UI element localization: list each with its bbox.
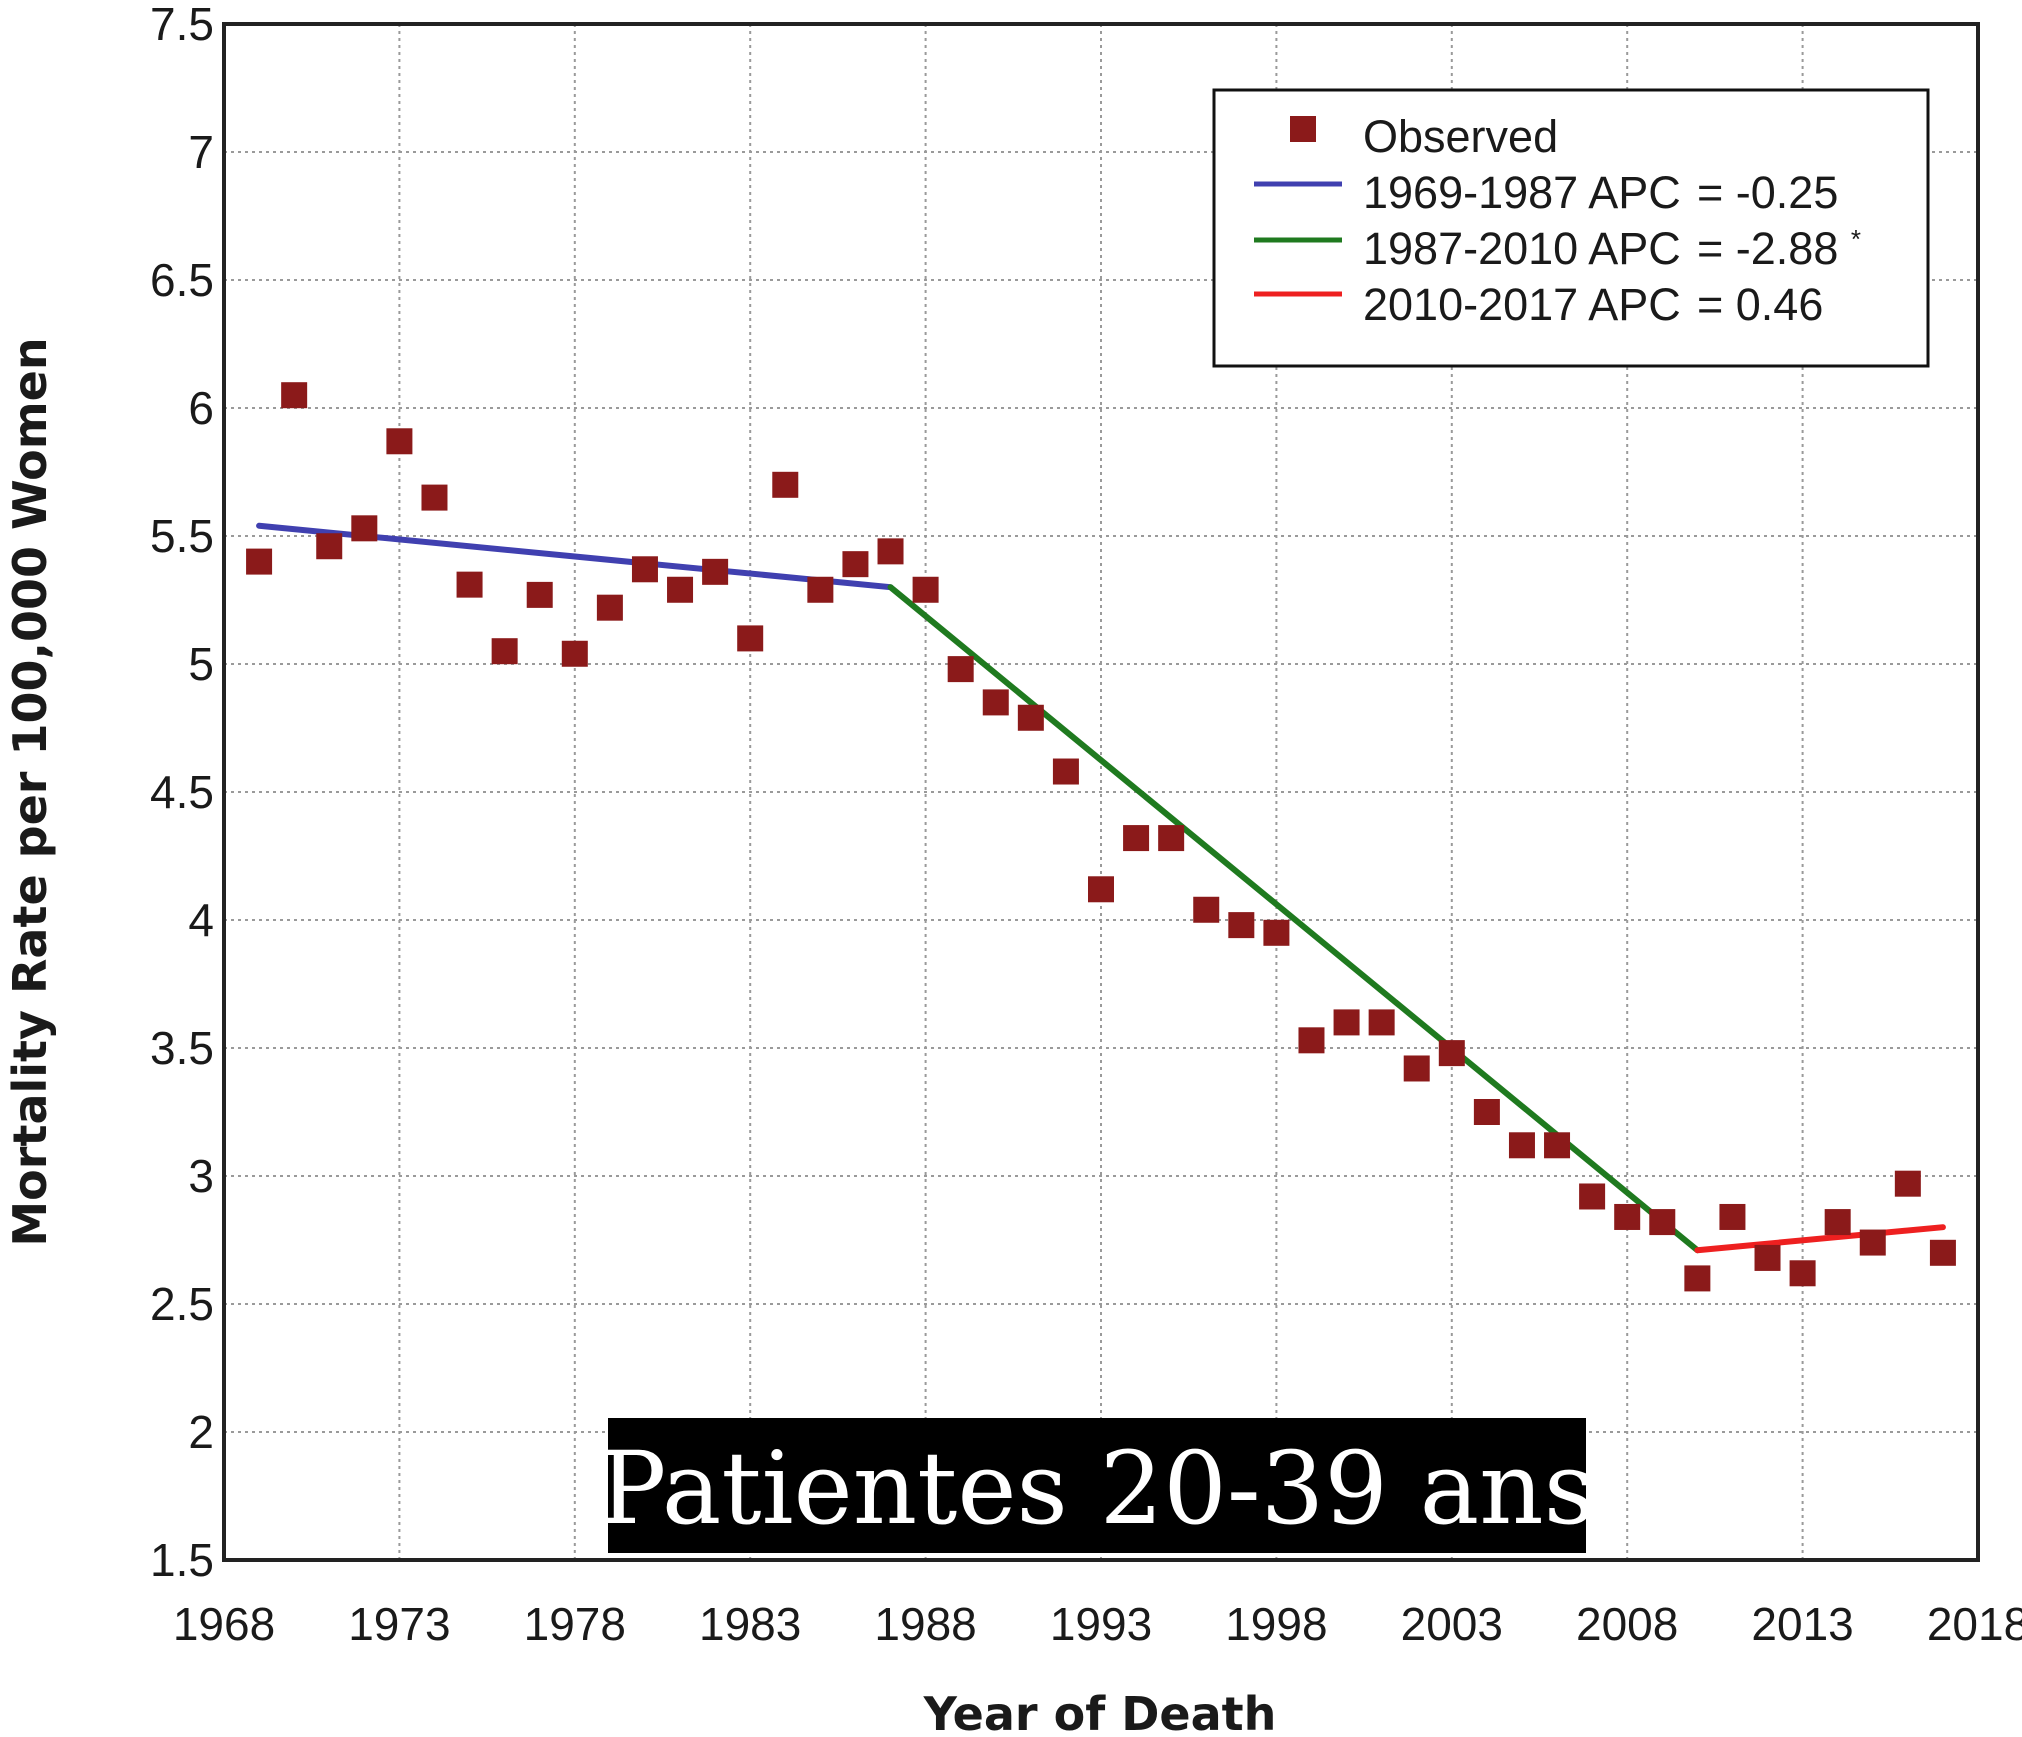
observed-point	[1894, 1170, 1921, 1197]
observed-point	[1473, 1099, 1500, 1125]
observed-point	[386, 428, 413, 455]
observed-point	[1368, 1009, 1395, 1036]
y-tick-label: 3.5	[150, 1022, 214, 1074]
observed-point	[561, 640, 588, 667]
x-tick-label: 2018	[1927, 1598, 2022, 1650]
observed-point	[1719, 1203, 1746, 1230]
x-axis-ticks: 1968 1973 1978 1983 1988 1993 1998 2003 2008 2013…	[173, 1598, 2022, 1650]
y-tick-label: 3	[188, 1150, 214, 1202]
observed-point	[351, 515, 378, 542]
y-tick-label: 4	[188, 894, 214, 946]
observed-point	[1017, 704, 1044, 731]
observed-point	[491, 638, 518, 665]
y-axis-title: Mortality Rate per 100,000 Women	[3, 337, 57, 1246]
observed-point	[1929, 1239, 1956, 1266]
observed-point	[1614, 1203, 1641, 1230]
x-tick-label: 1998	[1225, 1598, 1327, 1650]
observed-point	[1193, 896, 1220, 923]
x-tick-label: 1968	[173, 1598, 275, 1650]
x-tick-label: 2003	[1401, 1598, 1503, 1650]
observed-point	[702, 558, 729, 585]
legend-segment-label-2010-2017: 2010-2017 APC = 0.46	[1363, 279, 1823, 330]
observed-point	[1298, 1027, 1325, 1054]
x-tick-label: 1973	[348, 1598, 450, 1650]
observed-point	[947, 656, 974, 683]
observed-point	[982, 689, 1009, 716]
legend-segment-name-2010-2017: 2010-2017 APC	[1363, 279, 1681, 330]
observed-point	[1158, 825, 1185, 852]
observed-point	[1544, 1132, 1571, 1159]
observed-point	[1088, 876, 1114, 903]
y-tick-label: 5	[188, 638, 214, 690]
observed-point	[1052, 758, 1079, 785]
observed-point	[1754, 1244, 1781, 1271]
observed-point	[807, 576, 834, 603]
overlay-label-background	[608, 1418, 1586, 1553]
observed-point	[912, 576, 939, 603]
plot-area-frame	[222, 22, 1980, 1562]
observed-point	[1649, 1209, 1676, 1236]
y-tick-label: 7	[188, 126, 214, 178]
overlay-label-text: Patientes 20-39 ans	[599, 1430, 1595, 1547]
legend-segment-label-1969-1987: 1969-1987 APC = -0.25	[1363, 167, 1838, 218]
x-tick-label: 1993	[1050, 1598, 1152, 1650]
y-tick-label: 6	[188, 382, 214, 434]
observed-point	[1859, 1229, 1886, 1256]
observed-point	[1228, 912, 1255, 939]
observed-point	[1789, 1260, 1816, 1287]
legend-segment-label-1987-2010: 1987-2010 APC = -2.88 *	[1363, 223, 1861, 274]
legend-observed-marker	[1290, 116, 1316, 142]
trend-segment-2010-2017	[1694, 1224, 1946, 1254]
legend-segment-significance-mark: *	[1851, 224, 1861, 254]
observed-point	[737, 625, 764, 652]
overlay-label: Patientes 20-39 ans	[599, 1418, 1595, 1553]
legend-segment-apc-1969-1987: = -0.25	[1697, 167, 1838, 218]
legend-segment-name-1987-2010: 1987-2010 APC	[1363, 223, 1681, 274]
observed-point	[246, 548, 273, 575]
observed-point	[667, 576, 694, 603]
x-tick-label: 2013	[1751, 1598, 1853, 1650]
y-axis-ticks: 7.5 7 6.5 6 5.5 5 4.5 4 3.5 3 2.5 2 1.5	[150, 0, 214, 1586]
y-tick-label: 4.5	[150, 766, 214, 818]
x-tick-label: 1983	[699, 1598, 801, 1650]
observed-point	[772, 471, 799, 498]
y-tick-label: 5.5	[150, 510, 214, 562]
y-tick-label: 2.5	[150, 1278, 214, 1330]
observed-point	[1684, 1265, 1711, 1292]
legend-observed-label: Observed	[1363, 111, 1558, 162]
observed-point	[842, 551, 869, 578]
x-tick-label: 1988	[874, 1598, 976, 1650]
x-tick-label: 2008	[1576, 1598, 1678, 1650]
y-tick-label: 1.5	[150, 1534, 214, 1586]
observed-point	[526, 581, 553, 608]
x-axis-title: Year of Death	[923, 1687, 1277, 1737]
y-tick-label: 7.5	[150, 0, 214, 50]
observed-point	[1403, 1055, 1430, 1082]
observed-point	[1123, 825, 1150, 852]
legend: Observed 1969-1987 APC = -0.25 1987-2010…	[1212, 88, 1930, 368]
x-tick-label: 1978	[524, 1598, 626, 1650]
observed-point	[631, 556, 658, 583]
observed-point	[1263, 919, 1290, 946]
observed-point	[596, 594, 623, 621]
observed-point	[1824, 1209, 1851, 1236]
observed-point	[316, 533, 343, 560]
observed-point	[1508, 1132, 1535, 1159]
observed-points	[246, 382, 1956, 1292]
observed-point	[1333, 1009, 1360, 1036]
legend-segment-name-1969-1987: 1969-1987 APC	[1363, 167, 1681, 218]
observed-point	[456, 571, 483, 598]
observed-point	[421, 484, 448, 511]
observed-point	[1438, 1040, 1465, 1067]
y-tick-label: 6.5	[150, 254, 214, 306]
legend-segment-apc-1987-2010: = -2.88	[1697, 223, 1838, 274]
legend-segment-apc-2010-2017: = 0.46	[1697, 279, 1823, 330]
observed-point	[1579, 1183, 1606, 1210]
observed-point	[877, 538, 904, 565]
y-tick-label: 2	[188, 1406, 214, 1458]
observed-point	[281, 382, 308, 409]
legend-box	[1212, 88, 1930, 368]
